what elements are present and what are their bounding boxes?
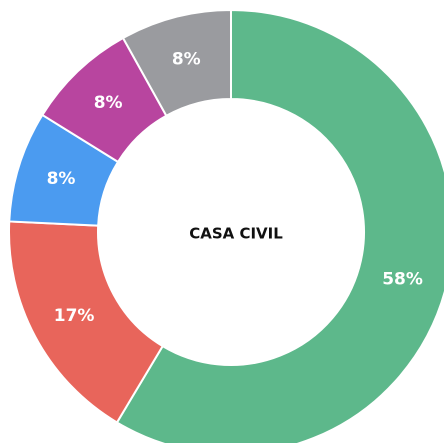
data-label: 8% xyxy=(47,169,76,189)
slices xyxy=(8,8,444,443)
slice xyxy=(8,220,165,424)
data-label: 8% xyxy=(172,50,201,70)
data-label: 17% xyxy=(54,306,95,326)
slice xyxy=(121,8,232,118)
slice xyxy=(115,8,444,443)
data-label: 8% xyxy=(94,93,123,113)
chart-title: CASA CIVIL xyxy=(189,225,283,243)
data-label: 58% xyxy=(382,269,423,289)
